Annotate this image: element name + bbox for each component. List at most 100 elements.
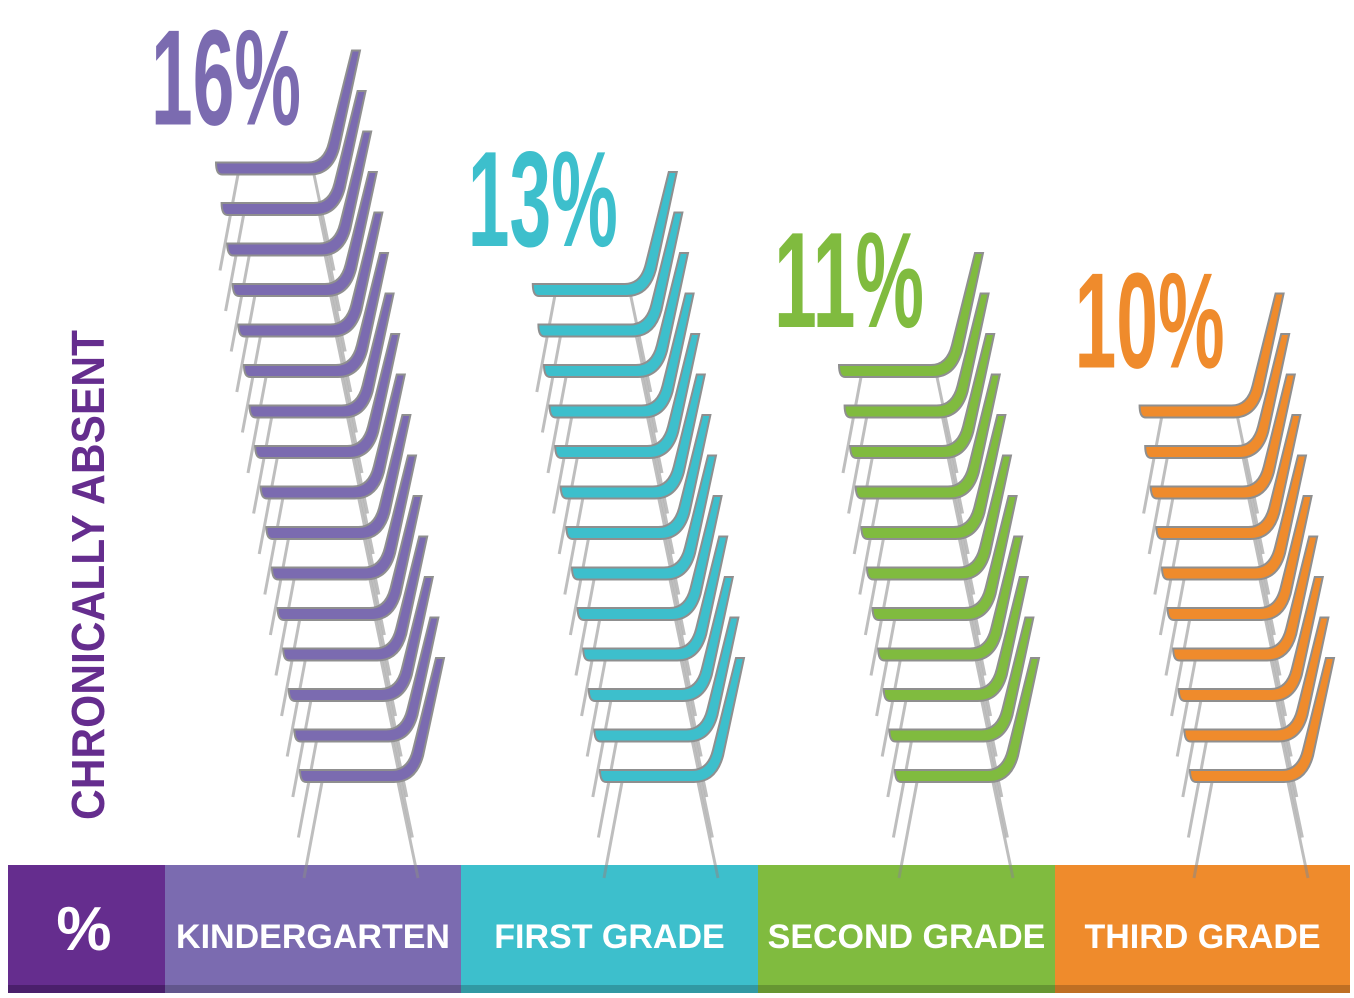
chair-leg [557, 457, 579, 555]
chair-leg [891, 741, 913, 838]
chair [1166, 495, 1313, 621]
chair [254, 333, 401, 459]
value-label: 11% [774, 204, 924, 356]
category-cell-stripe [1055, 985, 1350, 993]
category-label: SECOND GRADE [768, 918, 1046, 956]
chair [226, 130, 373, 257]
chair-leg [240, 336, 262, 433]
category-label: THIRD GRADE [1084, 918, 1320, 956]
chair [220, 90, 367, 216]
chair [298, 657, 446, 783]
chair [582, 535, 729, 662]
chair-leg [1186, 741, 1208, 838]
chair [293, 616, 440, 743]
chair-leg [591, 700, 613, 798]
y-axis-label: CHRONICALLY ABSENT [62, 330, 114, 820]
chair-leg [535, 295, 557, 393]
chair [1160, 454, 1308, 581]
chair [843, 292, 990, 419]
chair-leg [263, 498, 285, 595]
chair [865, 454, 1013, 581]
chair [537, 211, 684, 338]
chair-stack [531, 171, 746, 879]
chair-leg [897, 781, 919, 879]
chair-leg [696, 781, 720, 879]
chair-leg [841, 376, 863, 474]
chair-leg [596, 741, 618, 838]
chair [548, 292, 695, 419]
chair-leg [852, 457, 874, 555]
chair-leg [1175, 660, 1197, 757]
category-label: FIRST GRADE [494, 918, 724, 956]
chair-leg [847, 417, 869, 514]
chair-leg [291, 700, 313, 798]
value-label: 16% [151, 2, 301, 154]
chair [570, 454, 718, 581]
chair [1138, 292, 1285, 419]
category-cell [1055, 865, 1350, 985]
chair [276, 495, 423, 621]
chair [849, 333, 996, 459]
chair-leg [602, 781, 624, 879]
category-cell [758, 865, 1055, 985]
chair [593, 616, 740, 743]
chair-leg [690, 741, 714, 838]
value-label: 13% [468, 123, 618, 275]
chair-leg [268, 538, 290, 636]
chair-leg [280, 619, 302, 717]
chair [531, 171, 679, 297]
chair [598, 657, 746, 783]
chair [1155, 414, 1302, 540]
chair-leg [274, 579, 296, 676]
chair-leg [285, 660, 307, 757]
chair-leg [574, 579, 596, 676]
chair-leg [563, 498, 585, 595]
chair-stack [837, 252, 1041, 879]
value-label: 10% [1075, 245, 1225, 397]
category-cell-stripe [758, 985, 1055, 993]
unit-cell-stripe [8, 985, 165, 993]
chair [265, 414, 412, 540]
chair-leg [585, 660, 607, 757]
chair-leg [218, 174, 240, 271]
chair [1177, 576, 1325, 702]
chair-leg [224, 214, 246, 312]
chair [1183, 616, 1330, 743]
chair-leg [1286, 781, 1310, 879]
chair-leg [991, 781, 1015, 879]
chair [837, 252, 985, 378]
chair-leg [880, 660, 902, 757]
category-cell [461, 865, 758, 985]
chair [587, 576, 735, 702]
chair-leg [390, 741, 414, 838]
chair-leg [257, 457, 279, 555]
chair-leg [1153, 498, 1175, 595]
chair [576, 495, 723, 621]
chair-leg [1280, 741, 1304, 838]
chair [882, 576, 1030, 702]
chair-leg [985, 741, 1009, 838]
chair-leg [1142, 417, 1164, 514]
category-label: KINDERGARTEN [176, 918, 450, 956]
chair [1172, 535, 1319, 662]
category-cell-stripe [461, 985, 758, 993]
chair-leg [1181, 700, 1203, 798]
chair-leg [235, 295, 257, 393]
chair [854, 373, 1002, 500]
chair-leg [546, 376, 568, 474]
chair [248, 292, 395, 419]
chair [1144, 333, 1291, 459]
chair [565, 414, 712, 540]
chair-leg [296, 741, 318, 838]
chair [1188, 657, 1336, 783]
chair-leg [568, 538, 590, 636]
chair-leg [1158, 538, 1180, 636]
category-cell [165, 865, 461, 985]
chair-leg [540, 336, 562, 433]
chair-leg [1192, 781, 1214, 879]
chair [559, 373, 707, 500]
chair-leg [229, 255, 251, 352]
chair-leg [552, 417, 574, 514]
chair [237, 211, 384, 338]
